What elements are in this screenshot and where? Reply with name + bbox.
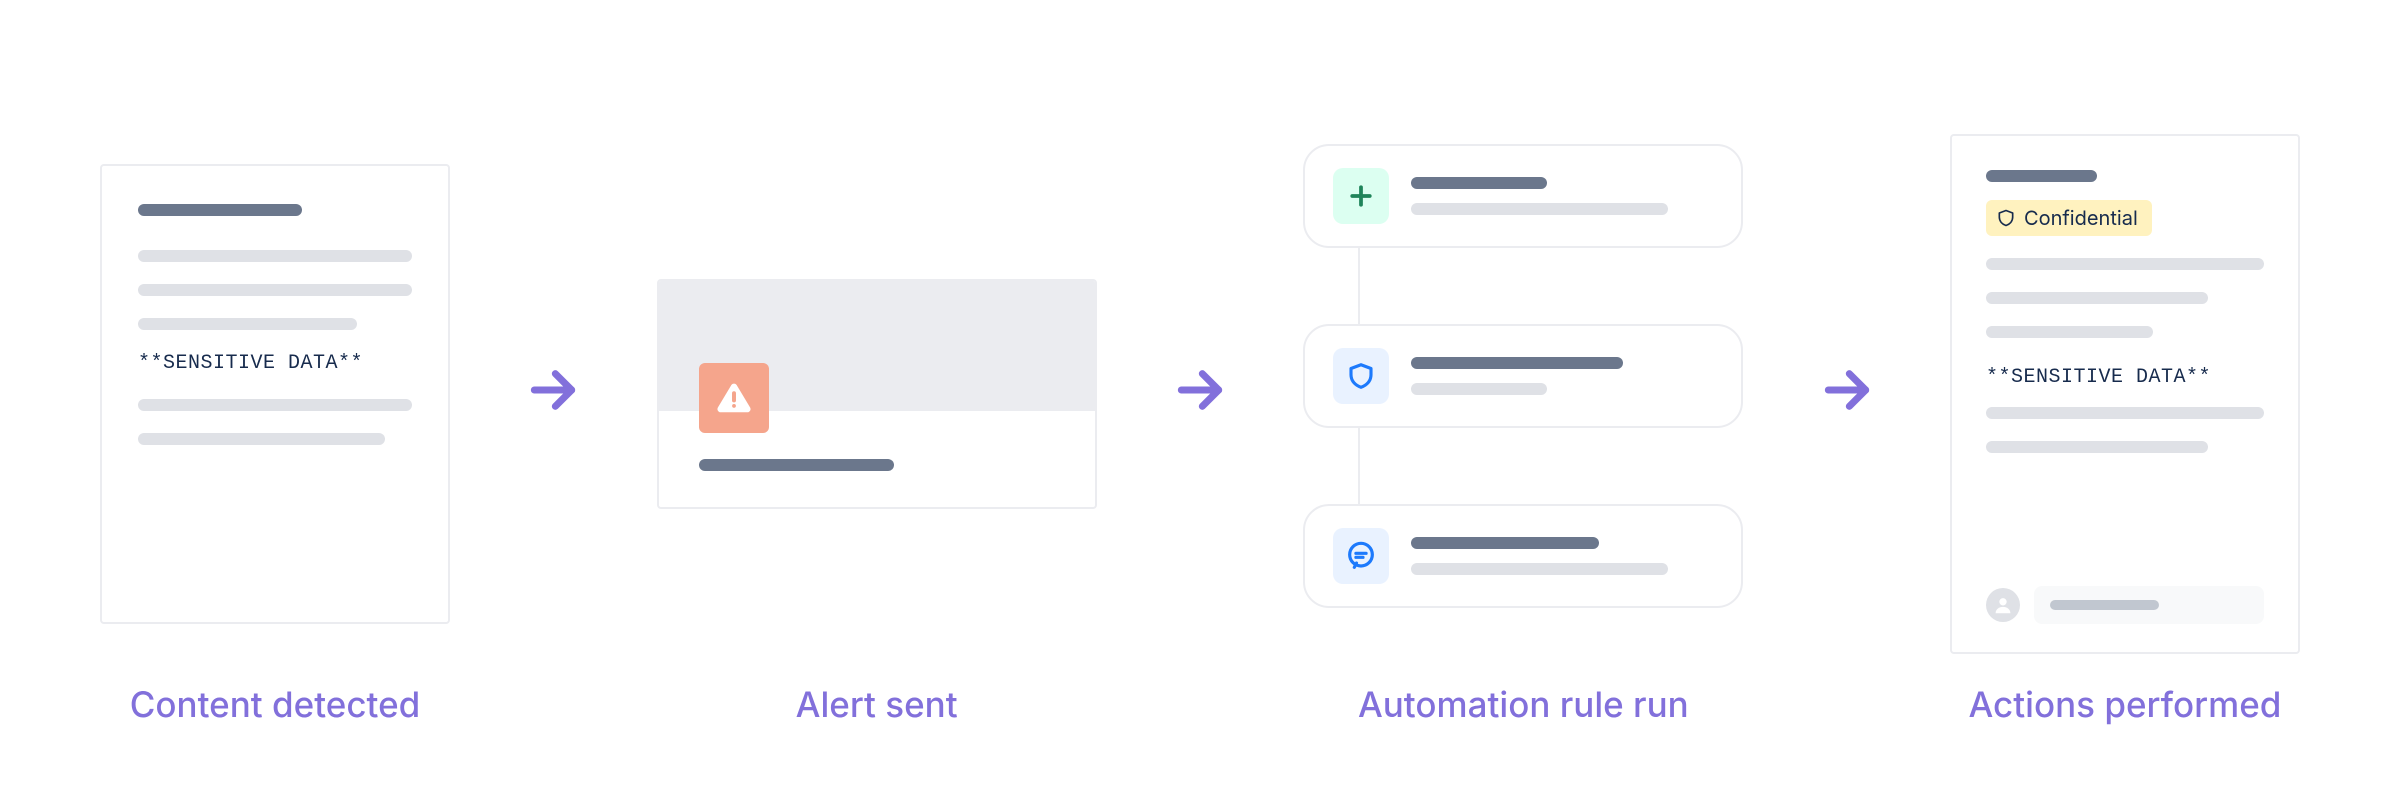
doc-line: [138, 433, 385, 445]
doc-line: [1986, 258, 2264, 270]
confidential-tag-label: Confidential: [2024, 206, 2138, 230]
doc-line: [138, 399, 412, 411]
doc-title-bar: [138, 204, 302, 216]
chat-icon: [1333, 528, 1389, 584]
sensitive-data-marker: **SENSITIVE DATA**: [1986, 366, 2264, 389]
doc-line: [138, 318, 357, 330]
doc-line: [138, 250, 412, 262]
stage-caption: Alert sent: [796, 684, 958, 726]
automation-rule-list: [1303, 134, 1743, 654]
alert-line: [699, 459, 895, 471]
automation-step-add: [1303, 144, 1743, 248]
step-line: [1411, 563, 1668, 575]
stage-caption: Automation rule run: [1358, 684, 1689, 726]
step-line: [1411, 177, 1547, 189]
step-line: [1411, 537, 1598, 549]
step-line: [1411, 383, 1547, 395]
alert-header: [659, 281, 1095, 411]
shield-icon: [1333, 348, 1389, 404]
doc-title-bar: [1986, 170, 2097, 182]
automation-step-notify: [1303, 504, 1743, 608]
source-document: **SENSITIVE DATA**: [100, 164, 450, 624]
step-line: [1411, 357, 1622, 369]
doc-line: [1986, 441, 2208, 453]
stage-alert-sent: Alert sent: [657, 134, 1097, 726]
warning-badge: [699, 363, 769, 433]
comment-input-placeholder: [2034, 586, 2264, 624]
plus-icon: [1333, 168, 1389, 224]
arrow-icon: [525, 362, 581, 418]
doc-line: [1986, 292, 2208, 304]
sensitive-data-marker: **SENSITIVE DATA**: [138, 352, 412, 375]
shield-icon: [1996, 208, 2016, 228]
stage-automation-run: Automation rule run: [1303, 134, 1743, 726]
confidential-tag: Confidential: [1986, 200, 2152, 236]
doc-line: [1986, 407, 2264, 419]
stage-caption: Actions performed: [1969, 684, 2282, 726]
doc-line: [138, 284, 412, 296]
arrow-icon: [1172, 362, 1228, 418]
automation-step-secure: [1303, 324, 1743, 428]
stage-actions-performed: Confidential **SENSITIVE DATA** A: [1950, 134, 2300, 726]
process-flow-diagram: **SENSITIVE DATA** Content detected: [0, 0, 2400, 800]
arrow-icon: [1819, 362, 1875, 418]
avatar-icon: [1986, 588, 2020, 622]
stage-content-detected: **SENSITIVE DATA** Content detected: [100, 134, 450, 726]
stage-caption: Content detected: [130, 684, 421, 726]
step-line: [1411, 203, 1668, 215]
warning-triangle-icon: [715, 379, 753, 417]
alert-card: [657, 279, 1097, 509]
doc-footer: [1986, 586, 2264, 624]
footer-line: [2050, 600, 2159, 610]
result-document: Confidential **SENSITIVE DATA**: [1950, 134, 2300, 654]
doc-line: [1986, 326, 2153, 338]
